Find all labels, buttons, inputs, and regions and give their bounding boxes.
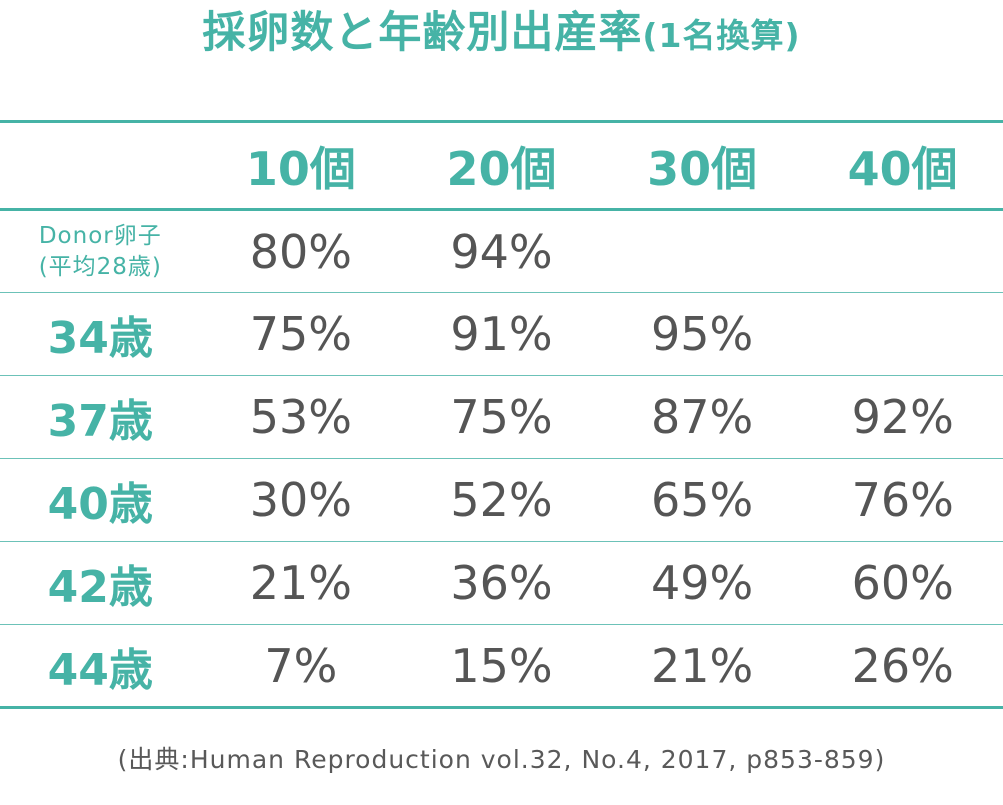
row-header: 42歳 — [0, 541, 201, 625]
chart-title-note: (1名換算) — [642, 16, 801, 55]
row-header: 44歳 — [0, 624, 201, 709]
table-header-row: 10個 20個 30個 40個 — [0, 120, 1003, 211]
row-header: 37歳 — [0, 375, 201, 459]
table-cell: 75% — [401, 375, 602, 459]
row-header: 40歳 — [0, 458, 201, 542]
table-row: 40歳 30% 52% 65% 76% — [0, 458, 1003, 542]
row-header-line: (平均28歳) — [38, 253, 162, 280]
table-cell: 87% — [601, 375, 803, 459]
table-row: 44歳 7% 15% 21% 26% — [0, 624, 1003, 709]
table-cell — [601, 209, 803, 293]
table-cell: 75% — [200, 292, 402, 376]
table-cell: 80% — [200, 209, 402, 293]
table-row: 37歳 53% 75% 87% 92% — [0, 375, 1003, 459]
table-cell: 7% — [200, 624, 402, 709]
column-header: 10個 — [200, 120, 402, 211]
table-cell: 53% — [200, 375, 402, 459]
table-cell: 52% — [401, 458, 602, 542]
table-cell: 95% — [601, 292, 803, 376]
chart-title-main: 採卵数と年齢別出産率 — [202, 8, 643, 58]
table-row: 42歳 21% 36% 49% 60% — [0, 541, 1003, 625]
row-header-line: Donor卵子 — [38, 222, 162, 249]
table-row: 34歳 75% 91% 95% — [0, 292, 1003, 376]
source-citation: (出典:Human Reproduction vol.32, No.4, 201… — [117, 745, 886, 774]
table-cell: 26% — [802, 624, 1003, 709]
table-cell: 60% — [802, 541, 1003, 625]
table-cell: 30% — [200, 458, 402, 542]
chart-title: 採卵数と年齢別出産率(1名換算) — [0, 2, 1003, 67]
table-cell: 65% — [601, 458, 803, 542]
table-cell: 21% — [200, 541, 402, 625]
header-corner-cell — [0, 120, 201, 211]
column-header: 30個 — [601, 120, 803, 211]
table-cell: 94% — [401, 209, 602, 293]
table-cell: 49% — [601, 541, 803, 625]
table-row: Donor卵子 (平均28歳) 80% 94% — [0, 209, 1003, 293]
table-cell: 92% — [802, 375, 1003, 459]
table-cell — [802, 292, 1003, 376]
table-cell: 91% — [401, 292, 602, 376]
table-cell: 76% — [802, 458, 1003, 542]
birth-rate-table: 10個 20個 30個 40個 Donor卵子 (平均28歳) 80% 94% … — [0, 120, 1003, 709]
table-cell: 15% — [401, 624, 602, 709]
table-cell — [802, 209, 1003, 293]
table-cell: 36% — [401, 541, 602, 625]
row-header: 34歳 — [0, 292, 201, 376]
column-header: 20個 — [401, 120, 602, 211]
table-cell: 21% — [601, 624, 803, 709]
column-header: 40個 — [802, 120, 1003, 211]
row-header-donor: Donor卵子 (平均28歳) — [0, 209, 201, 293]
